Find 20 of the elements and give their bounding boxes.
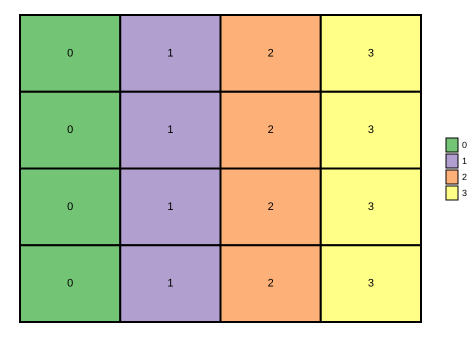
data-label: 2 (268, 47, 274, 60)
data-label: 1 (167, 278, 174, 290)
data-label: 1 (167, 124, 174, 136)
data-label: 3 (368, 47, 374, 60)
data-label: 3 (368, 200, 374, 213)
data-label: 2 (268, 200, 274, 213)
data-label: 3 (368, 278, 374, 290)
color-bar-label: 0 (462, 140, 468, 150)
color-bar-label: 1 (462, 156, 468, 166)
data-label: 2 (268, 278, 274, 290)
data-label: 2 (268, 124, 274, 136)
color-bar-label: 2 (462, 172, 468, 182)
data-label: 0 (67, 124, 74, 136)
color-bar-label: 3 (462, 188, 468, 198)
data-label: 0 (67, 47, 74, 60)
data-label: 1 (167, 200, 174, 213)
data-label: 3 (368, 124, 374, 136)
data-label: 0 (67, 278, 74, 290)
data-label: 1 (167, 47, 174, 60)
data-label: 0 (67, 200, 74, 213)
